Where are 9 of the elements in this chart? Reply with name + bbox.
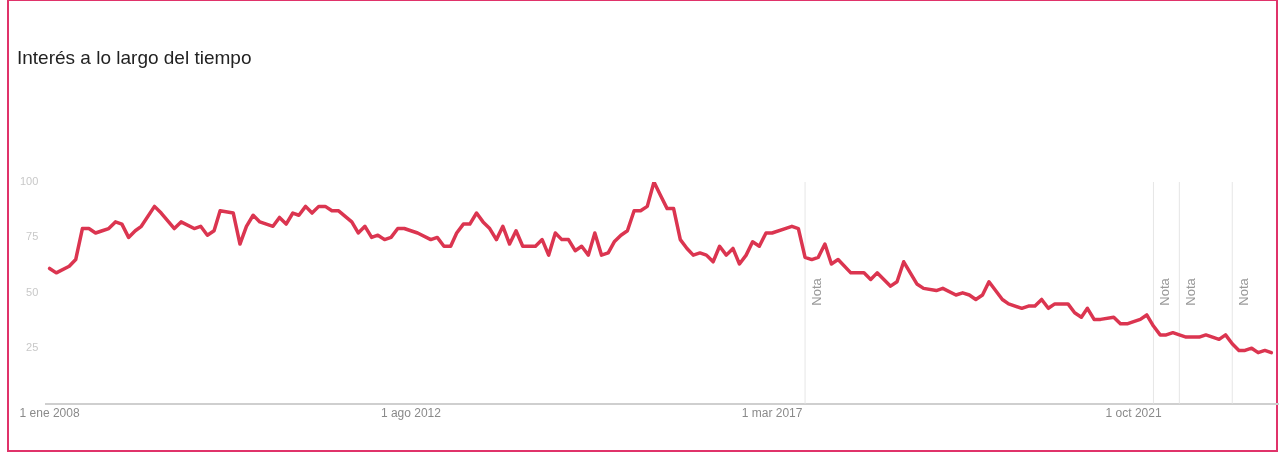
ref-line-label: Nota	[1235, 277, 1251, 306]
x-tick-label: 1 oct 2021	[1105, 406, 1162, 421]
chart-title: Interés a lo largo del tiempo	[17, 47, 252, 69]
x-tick-label: 1 ago 2012	[380, 406, 442, 421]
x-tick-label: 1 ene 2008	[19, 406, 80, 421]
ref-line-label: Nota	[1157, 277, 1173, 306]
ref-line-label: Nota	[808, 277, 824, 306]
x-tick-label: 1 mar 2017	[741, 406, 803, 421]
ref-line-label: Nota	[1182, 277, 1198, 306]
